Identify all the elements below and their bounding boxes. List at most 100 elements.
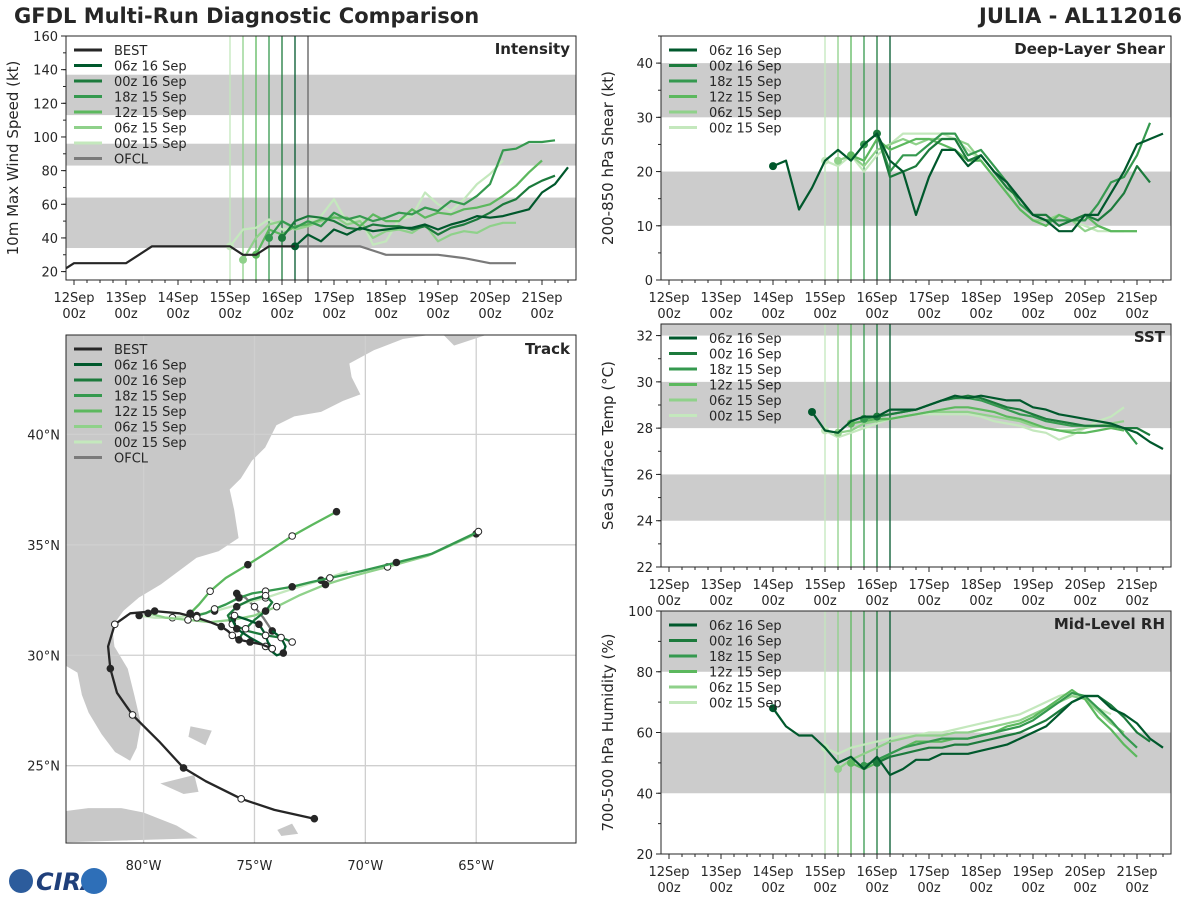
rh-line-06z-15-Sep [837, 694, 1125, 770]
sst-xtick-label: 21Sep [1116, 578, 1157, 593]
sst-xtick-label: 17Sep [908, 578, 949, 593]
intensity-line-12z-15-Sep [255, 159, 543, 256]
intensity-xtick-label: 00z [270, 307, 294, 322]
track-legend-label: 12z 15 Sep [114, 405, 187, 420]
intensity-xtick-label: 13Sep [105, 291, 146, 306]
track-position-marker [310, 814, 319, 823]
track-position-marker [332, 507, 341, 516]
track-position-marker [179, 764, 188, 772]
track-position-marker [261, 631, 270, 640]
rh-xtick-label: 00z [1021, 881, 1045, 896]
shear-legend-label: 12z 15 Sep [709, 91, 782, 106]
shear-xtick-label: 00z [917, 307, 941, 322]
sst-xtick-label: 00z [761, 594, 785, 609]
track-position-marker [235, 594, 243, 602]
storm-id-title: JULIA - AL112016 [979, 4, 1182, 28]
intensity-ytick-label: 40 [41, 232, 58, 247]
rh-xtick-label: 18Sep [960, 865, 1001, 880]
land-bahamas-south [276, 822, 300, 837]
sst-ytick-label: 24 [636, 515, 653, 530]
sst-xtick-label: 00z [917, 594, 941, 609]
intensity-band-2 [66, 74, 576, 116]
shear-xtick-label: 21Sep [1116, 291, 1157, 306]
shear-init-marker [834, 156, 842, 165]
intensity-ytick-label: 160 [33, 30, 58, 45]
intensity-line-BEST [66, 245, 295, 270]
track-position-marker [230, 611, 239, 620]
track-position-marker [184, 616, 192, 624]
rh-xtick-label: 00z [709, 881, 733, 896]
intensity-ytick-label: 140 [33, 64, 58, 79]
intensity-xtick-label: 19Sep [417, 291, 458, 306]
intensity-xtick-label: 00z [478, 307, 502, 322]
intensity-legend-label: 00z 15 Sep [114, 137, 187, 152]
intensity-ytick-label: 100 [33, 131, 58, 146]
shear-xtick-label: 18Sep [960, 291, 1001, 306]
rh-legend-label: 18z 15 Sep [709, 650, 782, 665]
track-title: Track [525, 340, 571, 358]
rh-xtick-label: 00z [761, 881, 785, 896]
intensity-legend-label: 06z 15 Sep [114, 122, 187, 137]
shear-ytick-label: 0 [645, 274, 653, 289]
track-legend-label: 18z 15 Sep [114, 390, 187, 405]
sst-xtick-label: 00z [969, 594, 993, 609]
track-position-marker [106, 664, 115, 673]
intensity-legend-label: 06z 16 Sep [114, 60, 187, 75]
track-legend-label: 06z 15 Sep [114, 421, 187, 436]
intensity-legend-label: 12z 15 Sep [114, 106, 187, 121]
sst-panel: 22242628303212Sep00z13Sep00z14Sep00z15Se… [599, 323, 1172, 609]
track-position-marker [326, 574, 334, 582]
shear-xtick-label: 00z [761, 307, 785, 322]
sst-xtick-label: 16Sep [856, 578, 897, 593]
intensity-xtick-label: 15Sep [209, 291, 250, 306]
shear-xtick-label: 00z [969, 307, 993, 322]
intensity-line-OFCL [295, 245, 516, 265]
rh-xtick-label: 17Sep [908, 865, 949, 880]
shear-xtick-label: 00z [709, 307, 733, 322]
shear-legend-label: 06z 15 Sep [709, 106, 782, 121]
shear-init-marker [769, 162, 777, 171]
intensity-xtick-label: 17Sep [313, 291, 354, 306]
intensity-ytick-label: 80 [41, 165, 58, 180]
track-position-marker [288, 638, 296, 646]
sst-ylabel: Sea Surface Temp (°C) [599, 361, 617, 530]
shear-xtick-label: 00z [1073, 307, 1097, 322]
track-legend-label: 00z 15 Sep [114, 436, 187, 451]
sst-ytick-label: 22 [636, 561, 653, 576]
sst-band-1 [661, 381, 1171, 429]
track-position-marker [150, 607, 159, 615]
track-lon-label: 80°W [126, 859, 162, 874]
track-position-marker [210, 605, 219, 613]
track-legend-label: BEST [114, 343, 147, 358]
sst-band-0 [661, 474, 1171, 521]
track-lon-label: 65°W [458, 859, 494, 874]
sst-xtick-label: 00z [813, 594, 837, 609]
rh-title: Mid-Level RH [1054, 615, 1165, 633]
sst-xtick-label: 00z [865, 594, 889, 609]
rh-init-marker [834, 764, 842, 773]
sst-line-00z-15-Sep [824, 406, 1125, 441]
shear-line-06z-16-Sep [772, 132, 1164, 233]
rh-init-marker [847, 758, 855, 767]
track-position-marker [474, 527, 483, 536]
rh-ytick-label: 60 [636, 727, 653, 742]
sst-legend-label: 06z 15 Sep [709, 394, 782, 409]
track-position-marker [277, 633, 285, 642]
shear-xtick-label: 13Sep [700, 291, 741, 306]
track-axes-frame [65, 334, 577, 844]
shear-legend-label: 18z 15 Sep [709, 75, 782, 90]
shear-xtick-label: 16Sep [856, 291, 897, 306]
intensity-legend-label: OFCL [114, 153, 149, 168]
intensity-xtick-label: 12Sep [53, 291, 94, 306]
intensity-ytick-label: 120 [33, 97, 58, 112]
sst-legend-label: 00z 15 Sep [709, 410, 782, 425]
track-position-marker [272, 602, 281, 611]
sst-xtick-label: 13Sep [700, 578, 741, 593]
sst-ytick-label: 28 [636, 422, 653, 437]
rh-band-1 [661, 611, 1171, 672]
sst-xtick-label: 19Sep [1012, 578, 1053, 593]
sst-init-marker [808, 407, 816, 416]
rh-xtick-label: 21Sep [1116, 865, 1157, 880]
rh-xtick-label: 12Sep [648, 865, 689, 880]
